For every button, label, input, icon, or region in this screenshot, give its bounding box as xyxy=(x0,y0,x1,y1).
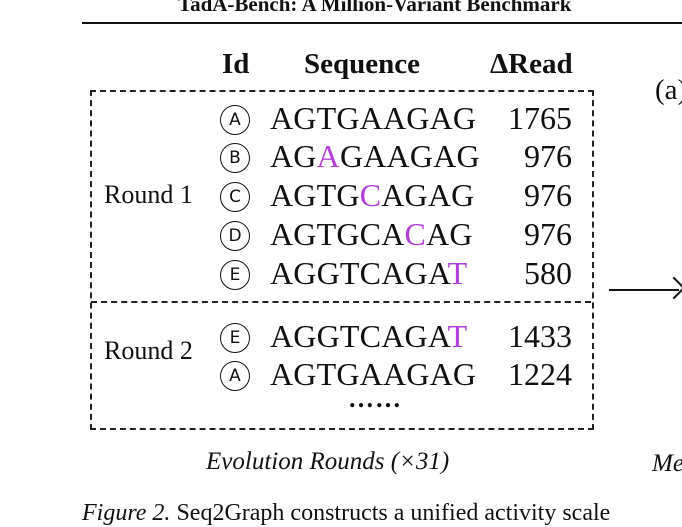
mutated-base: T xyxy=(447,318,468,354)
read-count-cell: 580 xyxy=(524,255,572,291)
read-count-cell: 1433 xyxy=(508,318,572,354)
variant-id-badge: C xyxy=(220,182,250,212)
sequence-cell: AGTGCACAG xyxy=(270,216,473,253)
mutated-base: A xyxy=(316,138,340,174)
sequence-cell: AGTGAAGAG xyxy=(270,356,476,393)
running-header: TadA-Bench: A Million-Variant Benchmark xyxy=(178,0,572,16)
evolution-rounds-caption: Evolution Rounds (×31) xyxy=(206,448,450,475)
arrow-shaft xyxy=(609,289,679,291)
header-rule xyxy=(82,22,682,24)
mutated-base: C xyxy=(404,216,427,252)
sequence-cell: AGAGAAGAG xyxy=(270,138,480,175)
mutated-base: C xyxy=(359,177,382,213)
read-count-cell: 976 xyxy=(524,177,572,213)
sequence-segment: AGTGCA xyxy=(270,216,405,252)
sequence-segment: AGTGAAGAG xyxy=(270,100,477,136)
sequence-segment: AG xyxy=(426,216,473,252)
round-1-label: Round 1 xyxy=(104,180,193,209)
panel-label-a: (a) xyxy=(655,74,682,106)
read-count-cell: 1224 xyxy=(508,356,572,392)
variant-id-badge: E xyxy=(220,323,250,353)
mutated-base: T xyxy=(447,255,468,291)
read-count-cell: 976 xyxy=(524,138,572,174)
sequence-segment: AGAG xyxy=(381,177,475,213)
variant-id-badge: D xyxy=(220,221,250,251)
rounds-table-box xyxy=(90,90,594,430)
variant-id-badge: E xyxy=(220,260,250,290)
figure-caption-label: Figure 2. xyxy=(82,500,171,526)
sequence-segment: AGGTCAGA xyxy=(270,318,448,354)
figure-caption-text: Seq2Graph constructs a unified activity … xyxy=(170,500,611,526)
sequence-cell: AGGTCAGAT xyxy=(270,318,467,355)
sequence-cell: AGTGAAGAG xyxy=(270,100,476,137)
sequence-segment: AG xyxy=(270,138,317,174)
column-header-sequence: Sequence xyxy=(304,48,420,80)
sequence-cell: AGGTCAGAT xyxy=(270,255,467,292)
variant-id-badge: A xyxy=(220,105,250,135)
sequence-segment: GAAGAG xyxy=(339,138,480,174)
read-count-cell: 976 xyxy=(524,216,572,252)
column-header-id: Id xyxy=(222,48,250,80)
arrow-right-icon xyxy=(662,276,682,300)
sequence-segment: AGTGAAGAG xyxy=(270,356,477,392)
variant-id-badge: A xyxy=(220,361,250,391)
more-rows-ellipsis: …… xyxy=(348,384,402,413)
variant-id-badge: B xyxy=(220,143,250,173)
right-panel-caption-fragment: Me xyxy=(652,450,682,477)
sequence-cell: AGTGCAGAG xyxy=(270,177,474,214)
round-divider xyxy=(91,301,591,303)
figure-caption: Figure 2. Seq2Graph constructs a unified… xyxy=(82,500,610,527)
column-header-read: ΔRead xyxy=(490,48,573,80)
sequence-segment: AGTG xyxy=(270,177,360,213)
sequence-segment: AGGTCAGA xyxy=(270,255,448,291)
round-2-label: Round 2 xyxy=(104,336,193,365)
read-count-cell: 1765 xyxy=(508,100,572,136)
